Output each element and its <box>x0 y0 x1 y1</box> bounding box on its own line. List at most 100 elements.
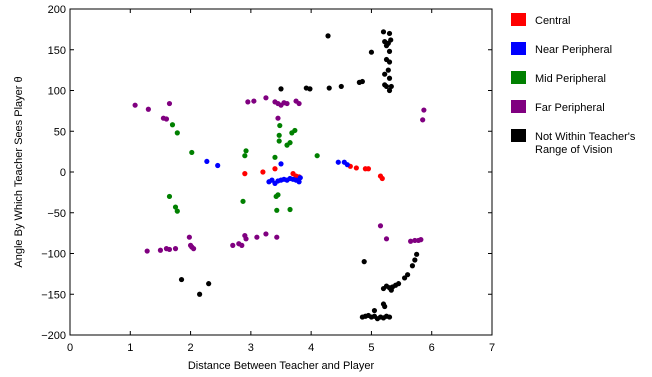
axis-ticks: 0 1 2 3 4 5 6 7 200 150 100 50 0 −50 −100 −150 −200 <box>41 4 495 354</box>
data-point-series-1 <box>335 159 341 165</box>
data-point-series-2 <box>276 132 282 138</box>
data-point-series-1 <box>269 177 275 183</box>
data-point-series-3 <box>418 237 424 243</box>
data-point-series-4 <box>386 75 393 81</box>
data-point-series-3 <box>377 223 384 229</box>
data-point-series-4 <box>382 71 388 77</box>
x-tick-label: 6 <box>429 342 435 354</box>
data-point-series-4 <box>382 303 388 310</box>
data-point-series-2 <box>277 122 283 129</box>
data-point-series-3 <box>172 246 179 252</box>
data-point-series-4 <box>380 285 387 292</box>
data-point-series-4 <box>401 275 408 281</box>
data-point-series-4 <box>383 83 390 90</box>
data-point-series-4 <box>206 281 212 287</box>
data-point-series-3 <box>254 234 260 240</box>
x-tick-label: 3 <box>248 342 254 354</box>
y-axis-label: Angle By Which Teacher Sees Player θ <box>13 76 25 267</box>
data-point-series-1 <box>204 158 210 165</box>
data-point-series-4 <box>405 272 411 278</box>
x-tick-label: 5 <box>368 342 374 354</box>
data-point-series-2 <box>272 154 278 160</box>
data-point-series-2 <box>166 193 173 200</box>
legend-label-0: Central <box>535 15 570 27</box>
data-point-series-4 <box>197 291 203 297</box>
data-point-series-4 <box>380 29 387 35</box>
plot-area <box>69 8 493 336</box>
data-point-series-2 <box>174 130 180 136</box>
data-point-series-3 <box>284 100 290 107</box>
data-point-series-4 <box>412 257 418 263</box>
data-point-series-3 <box>243 236 249 242</box>
y-tick-label: −150 <box>41 289 66 301</box>
data-point-series-3 <box>166 246 173 253</box>
y-tick-label: 100 <box>48 86 66 98</box>
x-tick-label: 4 <box>308 342 314 354</box>
data-point-series-2 <box>174 208 180 214</box>
y-tick-label: −50 <box>47 208 66 220</box>
data-point-series-2 <box>240 198 246 204</box>
data-point-series-3 <box>412 237 418 244</box>
data-point-series-4 <box>371 307 378 314</box>
data-point-series-1 <box>278 161 284 167</box>
y-tick-label: 0 <box>60 167 66 179</box>
x-tick-label: 1 <box>127 342 133 354</box>
data-point-series-4 <box>178 276 185 283</box>
data-point-series-3 <box>132 102 138 108</box>
data-point-series-4 <box>409 263 416 269</box>
data-point-series-1 <box>215 162 221 169</box>
data-point-series-3 <box>275 115 281 121</box>
data-point-series-3 <box>166 100 173 107</box>
data-point-series-3 <box>421 107 427 113</box>
x-tick-label: 2 <box>188 342 194 354</box>
data-point-series-3 <box>163 116 170 122</box>
data-point-series-0 <box>379 175 385 182</box>
data-point-series-4 <box>386 87 393 94</box>
data-point-series-4 <box>414 251 420 257</box>
data-point-series-3 <box>274 234 280 240</box>
data-point-series-3 <box>190 246 197 252</box>
data-point-series-3 <box>239 242 245 248</box>
data-point-series-4 <box>359 78 365 85</box>
data-point-series-0 <box>242 171 248 177</box>
y-tick-label: 150 <box>48 45 66 57</box>
data-point-series-4 <box>385 67 391 73</box>
legend-swatch-0 <box>511 13 526 26</box>
data-point-series-4 <box>338 83 344 90</box>
data-point-series-4 <box>386 314 393 320</box>
data-point-series-4 <box>386 59 393 65</box>
data-point-series-1 <box>297 175 303 181</box>
data-point-series-4 <box>278 86 284 92</box>
legend-label-3: Far Peripheral <box>535 102 605 114</box>
data-point-series-2 <box>314 153 320 159</box>
data-point-series-3 <box>296 100 302 107</box>
data-point-series-3 <box>420 117 426 123</box>
data-point-series-3 <box>245 99 251 105</box>
data-point-series-2 <box>172 204 179 210</box>
data-point-series-3 <box>263 95 269 101</box>
data-point-series-3 <box>186 234 192 240</box>
data-point-series-4 <box>395 281 402 287</box>
data-point-series-0 <box>353 165 359 171</box>
data-point-series-3 <box>383 236 390 242</box>
data-point-series-4 <box>368 49 375 55</box>
data-point-series-2 <box>292 127 298 134</box>
legend: Central Near Peripheral Mid Peripheral Far … <box>511 13 636 156</box>
data-point-series-0 <box>260 169 266 175</box>
data-point-series-2 <box>243 148 249 154</box>
y-tick-label: 200 <box>48 4 66 16</box>
data-point-series-4 <box>388 83 394 90</box>
data-point-series-0 <box>272 166 278 172</box>
data-point-series-4 <box>325 33 331 39</box>
data-point-series-4 <box>307 86 313 92</box>
data-point-series-1 <box>296 179 302 185</box>
data-point-series-2 <box>242 153 248 159</box>
data-point-series-1 <box>344 162 350 168</box>
data-point-series-4 <box>386 48 393 54</box>
data-point-series-2 <box>275 192 281 198</box>
data-point-series-2 <box>287 206 293 213</box>
legend-label-1: Near Peripheral <box>535 44 612 56</box>
legend-swatch-1 <box>511 42 526 55</box>
data-point-series-3 <box>263 231 269 237</box>
